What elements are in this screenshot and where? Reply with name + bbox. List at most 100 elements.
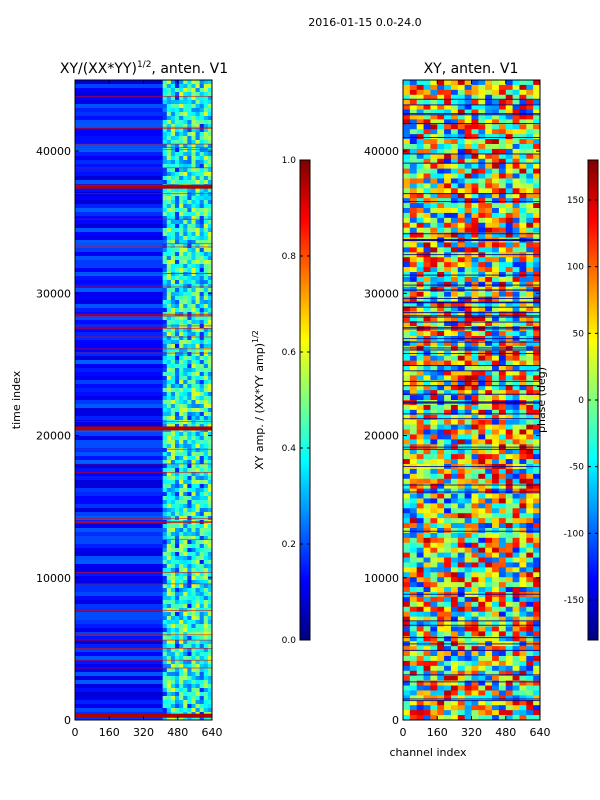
right-heatmap-cell: [492, 611, 500, 618]
right-heatmap-cell: [403, 321, 411, 327]
right-heatmap-cell: [464, 636, 472, 642]
left-heatmap-cell: [191, 488, 197, 493]
right-heatmap-cell: [498, 542, 507, 549]
left-heatmap-cell: [207, 592, 212, 597]
right-heatmap-cell: [478, 508, 486, 514]
left-heatmap-cell: [170, 320, 176, 325]
right-heatmap-cell: [437, 601, 445, 608]
left-heatmap-flag-line: [75, 193, 212, 195]
left-heatmap-cell: [183, 580, 188, 585]
left-heatmap-cell: [191, 552, 197, 557]
right-heatmap-cell: [505, 331, 514, 337]
right-heatmap-cell: [519, 390, 527, 396]
left-heatmap-cell: [195, 500, 201, 505]
left-heatmap-cell: [195, 244, 201, 249]
left-heatmap-cell: [199, 652, 205, 657]
right-heatmap-cell: [430, 587, 438, 593]
left-heatmap-cell: [75, 208, 163, 213]
right-heatmap-cell: [505, 626, 514, 632]
right-heatmap-cell: [492, 296, 500, 303]
right-heatmap-cell: [512, 242, 520, 248]
left-heatmap-cell: [199, 356, 205, 361]
right-heatmap-cell: [457, 375, 466, 381]
right-heatmap-cell: [526, 434, 534, 440]
right-heatmap-cell: [512, 345, 520, 352]
left-heatmap-cell: [179, 592, 184, 597]
right-heatmap-cell: [471, 84, 479, 91]
right-heatmap-flag-line: [403, 349, 540, 351]
right-heatmap-cell: [423, 306, 431, 312]
right-heatmap-cell: [457, 119, 466, 125]
right-heatmap-cell: [444, 281, 452, 288]
left-heatmap-cell: [179, 448, 184, 453]
right-heatmap-cell: [526, 631, 534, 637]
right-heatmap-cell: [519, 528, 527, 534]
right-heatmap-cell: [492, 665, 500, 672]
left-heatmap-cell: [207, 340, 212, 345]
right-heatmap-cell: [464, 503, 472, 509]
right-heatmap-cell: [485, 119, 493, 125]
right-heatmap-cell: [403, 208, 411, 214]
left-heatmap-cell: [75, 164, 163, 169]
left-heatmap-cell: [203, 380, 209, 385]
left-heatmap-cell: [203, 196, 209, 201]
right-heatmap-cell: [450, 104, 459, 111]
left-heatmap-cell: [191, 412, 197, 417]
right-heatmap-cell: [498, 621, 507, 627]
right-heatmap-cell: [485, 700, 493, 706]
left-heatmap-cell: [195, 584, 201, 589]
left-heatmap-cell: [203, 92, 209, 97]
right-heatmap-cell: [416, 276, 425, 283]
right-heatmap-cell: [471, 513, 479, 519]
right-heatmap-cell: [533, 404, 540, 411]
right-heatmap-cell: [492, 518, 500, 524]
right-heatmap-cell: [437, 222, 445, 229]
left-heatmap-cell: [166, 284, 172, 289]
right-heatmap-cell: [403, 173, 411, 179]
right-heatmap-cell: [423, 267, 431, 273]
left-heatmap-cell: [170, 684, 176, 689]
left-heatmap-cell: [175, 524, 180, 529]
right-heatmap-cell: [526, 670, 534, 677]
right-heatmap-cell: [450, 217, 459, 224]
right-heatmap-cell: [423, 478, 431, 485]
left-heatmap-cell: [162, 648, 168, 653]
right-heatmap-cell: [512, 395, 520, 401]
left-heatmap-cell: [162, 356, 168, 361]
right-heatmap-cell: [464, 429, 472, 435]
left-heatmap-cell: [191, 464, 197, 469]
left-heatmap-cell: [203, 200, 209, 205]
left-heatmap-cell: [175, 632, 180, 637]
left-heatmap-cell: [195, 276, 201, 281]
right-heatmap-cell: [498, 715, 507, 720]
left-heatmap-cell: [191, 384, 197, 389]
left-heatmap-cell: [162, 320, 168, 325]
left-heatmap-cell: [203, 500, 209, 505]
right-heatmap-cell: [430, 370, 438, 376]
left-heatmap-flag-line: [75, 246, 212, 248]
left-heatmap-cell: [179, 536, 184, 541]
right-heatmap-flag-line: [403, 114, 540, 116]
right-heatmap-cell: [457, 493, 466, 499]
left-heatmap-cell: [183, 488, 188, 493]
right-heatmap-cell: [450, 163, 459, 170]
left-heatmap-cell: [191, 564, 197, 569]
left-heatmap-cell: [75, 456, 163, 461]
left-heatmap-cell: [187, 456, 192, 461]
right-heatmap-cell: [423, 424, 431, 431]
right-heatmap-cell: [505, 168, 514, 175]
left-heatmap-cell: [187, 412, 192, 417]
left-heatmap-cell: [175, 476, 180, 481]
right-heatmap-cell: [512, 89, 520, 96]
left-heatmap-cell: [191, 168, 197, 173]
right-heatmap-cell: [478, 301, 486, 307]
left-heatmap-cell: [187, 336, 192, 341]
right-heatmap-cell: [533, 360, 540, 367]
right-heatmap-cell: [409, 424, 418, 431]
right-heatmap-cell: [409, 360, 418, 367]
right-heatmap-cell: [450, 124, 459, 130]
left-heatmap-cell: [166, 664, 172, 669]
right-heatmap-cell: [409, 537, 418, 544]
left-heatmap-cell: [162, 580, 168, 585]
left-heatmap-cell: [195, 640, 201, 645]
